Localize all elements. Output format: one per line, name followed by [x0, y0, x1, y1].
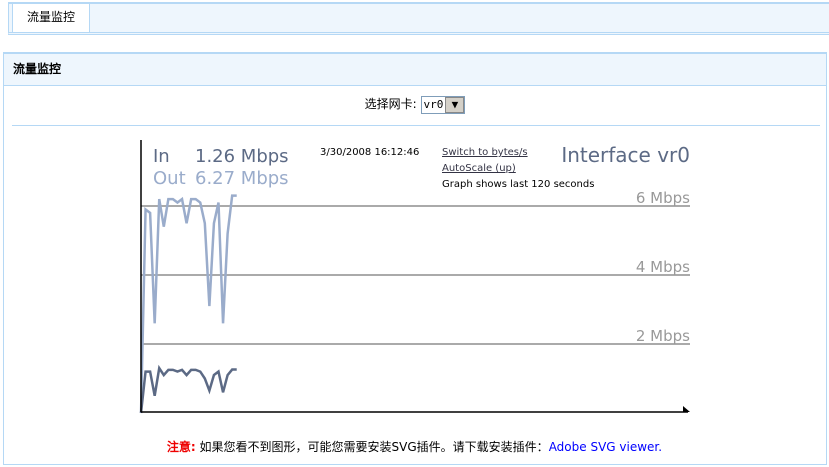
- tab-traffic-monitor[interactable]: 流量监控: [12, 4, 90, 32]
- chevron-down-icon[interactable]: ▼: [445, 96, 465, 113]
- in-value: 1.26 Mbps: [195, 146, 289, 167]
- out-value: 6.27 Mbps: [195, 168, 289, 189]
- adobe-svg-viewer-link[interactable]: Adobe SVG viewer.: [548, 440, 663, 454]
- divider: [12, 125, 820, 126]
- autoscale-link[interactable]: AutoScale (up): [442, 163, 516, 174]
- out-label: Out: [153, 168, 186, 189]
- tab-bar: 流量监控: [8, 2, 829, 35]
- grid-label: 6 Mbps: [636, 189, 690, 207]
- nic-label: 选择网卡:: [364, 97, 417, 111]
- svg-plugin-note: 注意: 如果您看不到图形，可能您需要安装SVG插件。请下载安装插件：Adobe …: [0, 438, 829, 455]
- note-warning: 注意:: [166, 440, 196, 454]
- grid-label: 4 Mbps: [636, 258, 690, 276]
- in-label: In: [153, 146, 170, 167]
- traffic-graph: 6 Mbps 4 Mbps 2 Mbps In 1.26 Mbps Out 6.27…: [139, 140, 690, 414]
- series-out: [139, 194, 237, 414]
- panel-title: 流量监控: [4, 54, 826, 86]
- traffic-monitor-panel: 流量监控 选择网卡: vr0 ▼: [3, 52, 827, 465]
- nic-select[interactable]: vr0 ▼: [420, 95, 466, 114]
- interface-title: Interface vr0: [561, 143, 690, 167]
- nic-select-value: vr0: [423, 98, 444, 111]
- timestamp: 3/30/2008 16:12:46: [320, 147, 419, 158]
- nic-select-row: 选择网卡: vr0 ▼: [4, 95, 826, 114]
- series-in: [139, 364, 237, 414]
- x-axis-arrow-icon: [683, 406, 690, 412]
- note-text: 如果您看不到图形，可能您需要安装SVG插件。请下载安装插件：: [195, 440, 549, 454]
- window-text: Graph shows last 120 seconds: [442, 179, 594, 190]
- switch-bytes-link[interactable]: Switch to bytes/s: [442, 147, 528, 158]
- grid-label: 2 Mbps: [636, 327, 690, 345]
